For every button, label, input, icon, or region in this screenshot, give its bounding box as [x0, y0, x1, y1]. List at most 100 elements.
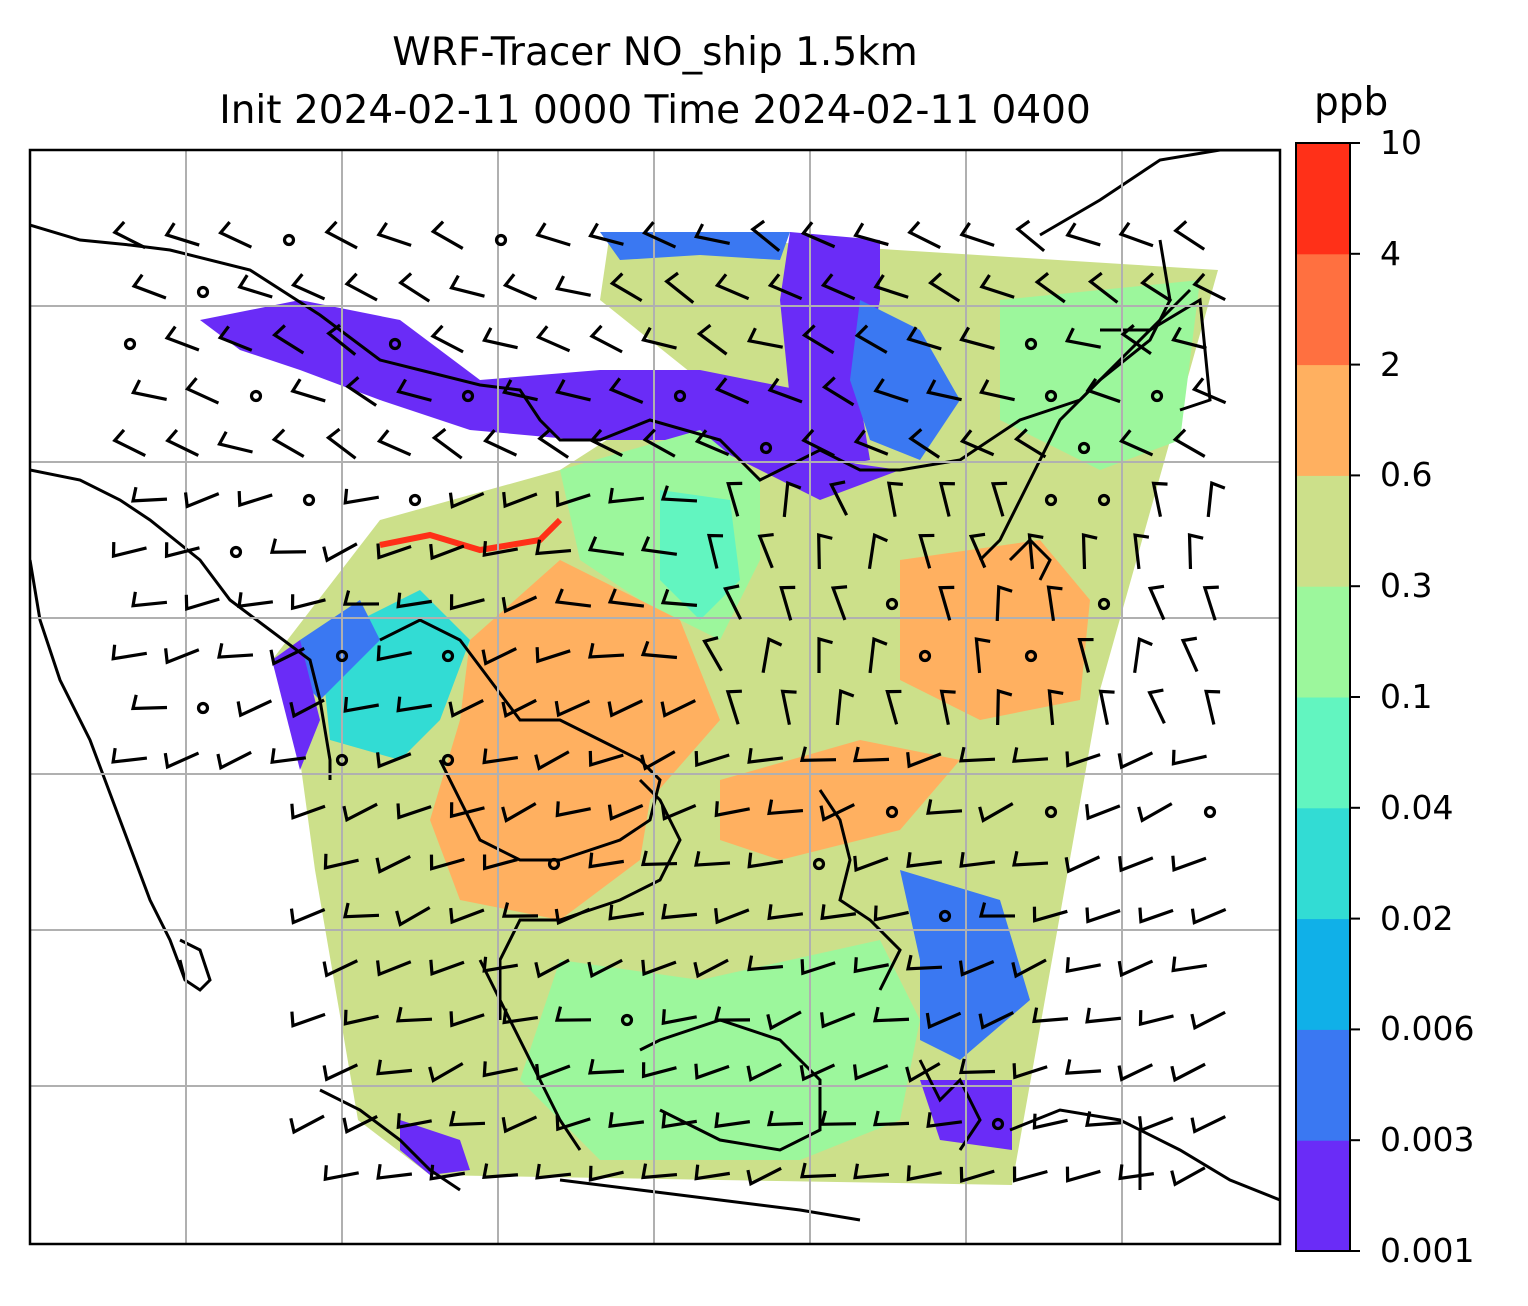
- wind-barb: [1206, 480, 1226, 518]
- wind-barb: [323, 853, 359, 870]
- wind-barb: [696, 323, 728, 356]
- wind-barb: [1171, 749, 1207, 766]
- wind-barb: [1187, 532, 1204, 570]
- wind-barb: [376, 543, 412, 560]
- wind-barb: [237, 491, 273, 508]
- wind-barb: [640, 850, 678, 867]
- wind-barb: [908, 428, 941, 459]
- wind-barb: [237, 592, 274, 609]
- wind-barb: [725, 689, 742, 725]
- coastline-indochina: [379, 618, 662, 862]
- coastline-india: [30, 468, 332, 780]
- wind-barb: [714, 1112, 751, 1129]
- wind-barb: [396, 592, 433, 609]
- wind-barb: [1065, 1059, 1102, 1075]
- wind-barb: [1190, 907, 1227, 925]
- wind-barb: [830, 585, 848, 621]
- calm-wind-marker: [620, 1013, 634, 1027]
- wind-barb: [1120, 324, 1152, 356]
- wind-barb: [979, 379, 1015, 402]
- wind-barb: [1085, 377, 1121, 404]
- wind-barb: [661, 1009, 697, 1026]
- wind-barb: [939, 689, 956, 725]
- wind-barb: [872, 1006, 910, 1023]
- wind-barb: [1027, 533, 1044, 570]
- wind-barb: [978, 802, 1014, 823]
- wind-barb: [555, 379, 591, 402]
- wind-barb: [926, 799, 963, 815]
- wind-barb: [342, 902, 380, 919]
- wind-barb: [713, 1006, 751, 1022]
- coastline-borneo: [639, 1018, 822, 1152]
- wind-barb: [853, 429, 889, 456]
- wind-barb: [183, 492, 220, 509]
- calm-wind-marker: [673, 389, 687, 403]
- wind-barb: [555, 491, 591, 508]
- wind-barb: [1085, 1111, 1122, 1127]
- wind-barb: [958, 1058, 996, 1075]
- wind-barb: [535, 1163, 572, 1180]
- wind-barb: [819, 803, 855, 822]
- wind-barb: [821, 376, 855, 407]
- wind-barb: [269, 538, 307, 554]
- wind-barb: [660, 803, 697, 821]
- wind-barb: [801, 428, 835, 458]
- wind-barb: [1046, 585, 1063, 622]
- wind-barb: [325, 427, 357, 460]
- wind-barb: [852, 1064, 889, 1081]
- wind-barb: [326, 323, 357, 356]
- wind-barb: [429, 1164, 466, 1181]
- wind-barb: [449, 594, 485, 611]
- wind-barb: [501, 902, 539, 918]
- wind-barb: [817, 636, 833, 674]
- wind-barb: [607, 588, 645, 608]
- calm-wind-marker: [229, 545, 243, 559]
- wind-barb: [747, 955, 784, 972]
- wind-barb: [289, 1114, 325, 1135]
- wind-barb: [1172, 428, 1206, 458]
- wind-barb: [588, 642, 625, 659]
- wind-barb: [588, 222, 624, 246]
- wind-barb: [885, 689, 902, 725]
- wind-barb: [534, 750, 570, 771]
- coastline-ne: [1039, 150, 1280, 237]
- wind-barb: [1191, 377, 1227, 405]
- wind-barb: [322, 542, 358, 563]
- wind-barb: [345, 376, 378, 407]
- wind-barb: [1118, 221, 1154, 248]
- wind-barb: [554, 907, 591, 926]
- colorbar-tick-label: 4: [1380, 233, 1401, 273]
- wind-barb: [501, 698, 537, 719]
- wind-barb: [184, 377, 220, 405]
- wind-barb: [131, 591, 168, 608]
- wind-barb: [905, 1062, 941, 1083]
- wind-barb: [482, 1061, 518, 1078]
- colorbar-swatch: [1296, 364, 1350, 476]
- colorbar-swatch: [1296, 143, 1350, 255]
- wind-barb: [430, 220, 464, 250]
- wind-barb: [535, 325, 571, 353]
- field-cyan-mid: [660, 490, 740, 620]
- wind-barb: [694, 750, 730, 768]
- wind-barb: [608, 904, 645, 921]
- wind-barb: [819, 1110, 857, 1126]
- wind-barb: [918, 533, 935, 569]
- wind-barb: [799, 1162, 837, 1179]
- calm-wind-marker: [249, 389, 263, 403]
- wind-barb: [660, 588, 698, 607]
- wind-barb: [271, 324, 305, 355]
- wind-barb: [1065, 751, 1101, 768]
- wind-barb: [1118, 856, 1154, 873]
- wind-barb: [164, 325, 200, 352]
- calm-wind-marker: [282, 233, 296, 247]
- wind-barb: [111, 644, 148, 661]
- wind-barb: [1085, 804, 1121, 821]
- wind-barb: [747, 747, 784, 764]
- coastline-north: [30, 223, 1192, 482]
- wind-barb: [1012, 850, 1049, 867]
- wind-barb: [726, 481, 743, 517]
- wind-barb: [1098, 689, 1115, 725]
- wind-barb: [835, 688, 855, 726]
- wind-barb: [608, 487, 645, 504]
- coastlines: [30, 150, 1280, 1222]
